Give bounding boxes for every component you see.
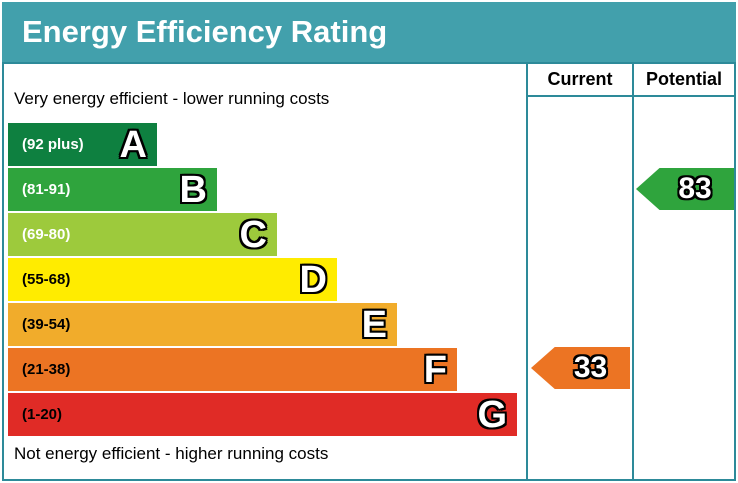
potential-column-header: Potential <box>645 69 722 89</box>
band-e-letter: E <box>361 303 387 346</box>
band-g-letter: G <box>477 393 507 436</box>
band-f: (21-38) F <box>8 348 457 391</box>
potential-column-divider <box>632 62 634 481</box>
column-header-underline <box>526 95 734 97</box>
band-e-range: (39-54) <box>22 316 71 333</box>
current-column-header: Current <box>547 69 613 89</box>
band-c-range: (69-80) <box>22 226 71 243</box>
bottom-note: Not energy efficient - higher running co… <box>14 444 329 463</box>
potential-rating-value: 83 <box>678 172 712 205</box>
potential-rating-arrow: 83 <box>636 168 734 210</box>
band-b-range: (81-91) <box>22 181 71 198</box>
top-note: Very energy efficient - lower running co… <box>14 89 330 108</box>
band-a: (92 plus) A <box>8 123 157 166</box>
band-d: (55-68) D <box>8 258 337 301</box>
chart-title-bar: Energy Efficiency Rating <box>2 2 736 62</box>
band-g: (1-20) G <box>8 393 517 436</box>
band-e: (39-54) E <box>8 303 397 346</box>
band-a-letter: A <box>119 123 147 166</box>
page-title: Energy Efficiency Rating <box>22 14 388 49</box>
band-d-range: (55-68) <box>22 271 71 288</box>
band-g-range: (1-20) <box>22 406 63 423</box>
band-b: (81-91) B <box>8 168 217 211</box>
band-d-letter: D <box>299 258 327 301</box>
current-rating-arrow: 33 <box>531 347 630 389</box>
band-f-range: (21-38) <box>22 361 71 378</box>
current-column-divider <box>526 62 528 481</box>
current-rating-value: 33 <box>573 351 608 384</box>
band-c-letter: C <box>239 213 267 256</box>
band-c: (69-80) C <box>8 213 277 256</box>
band-f-letter: F <box>423 348 447 391</box>
band-b-letter: B <box>179 168 207 211</box>
band-a-range: (92 plus) <box>22 136 84 153</box>
